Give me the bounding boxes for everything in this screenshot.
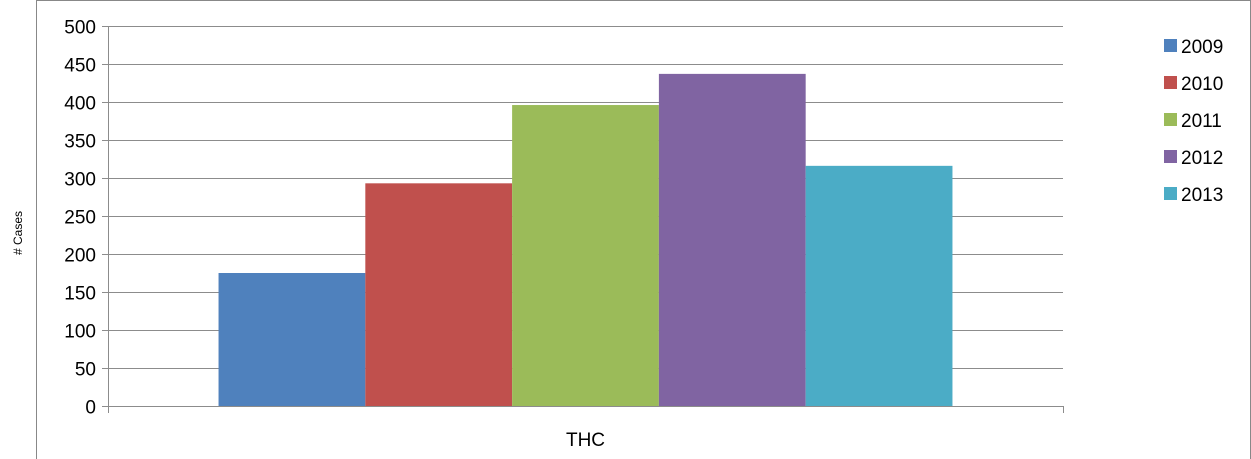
legend-swatch-2011 bbox=[1164, 113, 1177, 126]
y-tick-label: 400 bbox=[64, 94, 96, 115]
bar-2011 bbox=[512, 105, 659, 406]
legend: 2009 2010 2011 2012 2013 bbox=[1164, 37, 1223, 206]
legend-label-2009: 2009 bbox=[1181, 37, 1223, 58]
bar-2010 bbox=[365, 183, 513, 406]
bar-2013 bbox=[805, 165, 953, 406]
bar-2009 bbox=[218, 273, 366, 406]
legend-label-2012: 2012 bbox=[1181, 148, 1223, 169]
y-tick-label: 450 bbox=[64, 56, 96, 77]
y-axis-title: # Cases bbox=[11, 211, 25, 255]
y-tick-label: 0 bbox=[85, 398, 96, 419]
axes: 0 50 100 150 200 250 300 350 400 450 500 THC bbox=[64, 18, 1064, 451]
bar-2012 bbox=[658, 73, 806, 406]
legend-swatch-2013 bbox=[1164, 187, 1177, 200]
y-tick-label: 50 bbox=[75, 360, 96, 381]
bars bbox=[218, 73, 953, 406]
y-tick-label: 250 bbox=[64, 208, 96, 229]
x-tick-label: THC bbox=[566, 430, 605, 451]
legend-label-2011: 2011 bbox=[1181, 111, 1222, 132]
y-tick-label: 300 bbox=[64, 170, 96, 191]
y-tick-label: 500 bbox=[64, 18, 96, 39]
y-tick-label: 150 bbox=[64, 284, 96, 305]
legend-label-2010: 2010 bbox=[1181, 74, 1223, 95]
legend-swatch-2010 bbox=[1164, 76, 1177, 89]
legend-swatch-2012 bbox=[1164, 150, 1177, 163]
y-tick-label: 350 bbox=[64, 132, 96, 153]
y-tick-label: 200 bbox=[64, 246, 96, 267]
legend-swatch-2009 bbox=[1164, 39, 1177, 52]
y-tick-label: 100 bbox=[64, 322, 96, 343]
legend-label-2013: 2013 bbox=[1181, 185, 1223, 206]
